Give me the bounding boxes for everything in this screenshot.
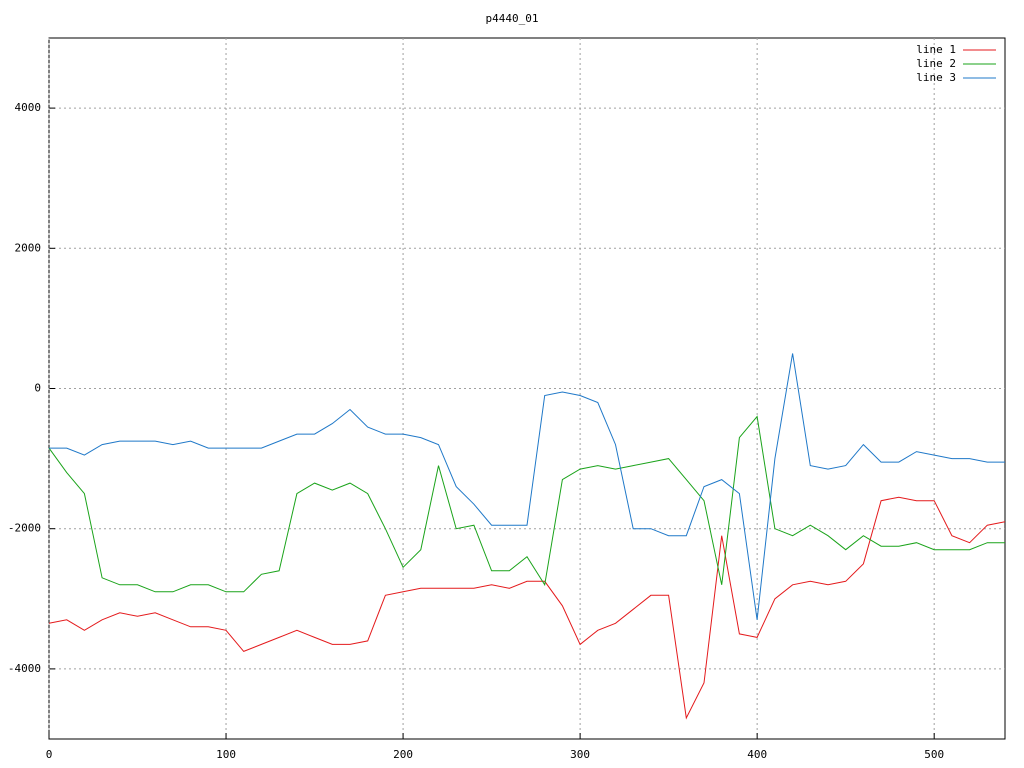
y-tick-label: 4000 bbox=[15, 101, 42, 114]
y-tick-label: 0 bbox=[34, 382, 41, 395]
legend-label: line 3 bbox=[916, 71, 956, 84]
x-tick-label: 500 bbox=[924, 748, 944, 761]
legend-label: line 2 bbox=[916, 57, 956, 70]
data-line bbox=[49, 353, 1005, 620]
chart-title: p4440_01 bbox=[486, 12, 539, 25]
x-tick-label: 200 bbox=[393, 748, 413, 761]
y-tick-label: -4000 bbox=[8, 662, 41, 675]
data-line bbox=[48, 496, 1006, 720]
y-tick-label: -2000 bbox=[8, 522, 41, 535]
y-tick-label: 2000 bbox=[15, 241, 42, 254]
plot-frame bbox=[48, 37, 1006, 740]
x-tick-label: 300 bbox=[570, 748, 590, 761]
legend-label: line 1 bbox=[916, 43, 956, 56]
x-tick-label: 400 bbox=[747, 748, 767, 761]
data-line bbox=[48, 415, 1005, 593]
x-tick-label: 100 bbox=[216, 748, 236, 761]
x-tick-label: 0 bbox=[46, 748, 53, 761]
